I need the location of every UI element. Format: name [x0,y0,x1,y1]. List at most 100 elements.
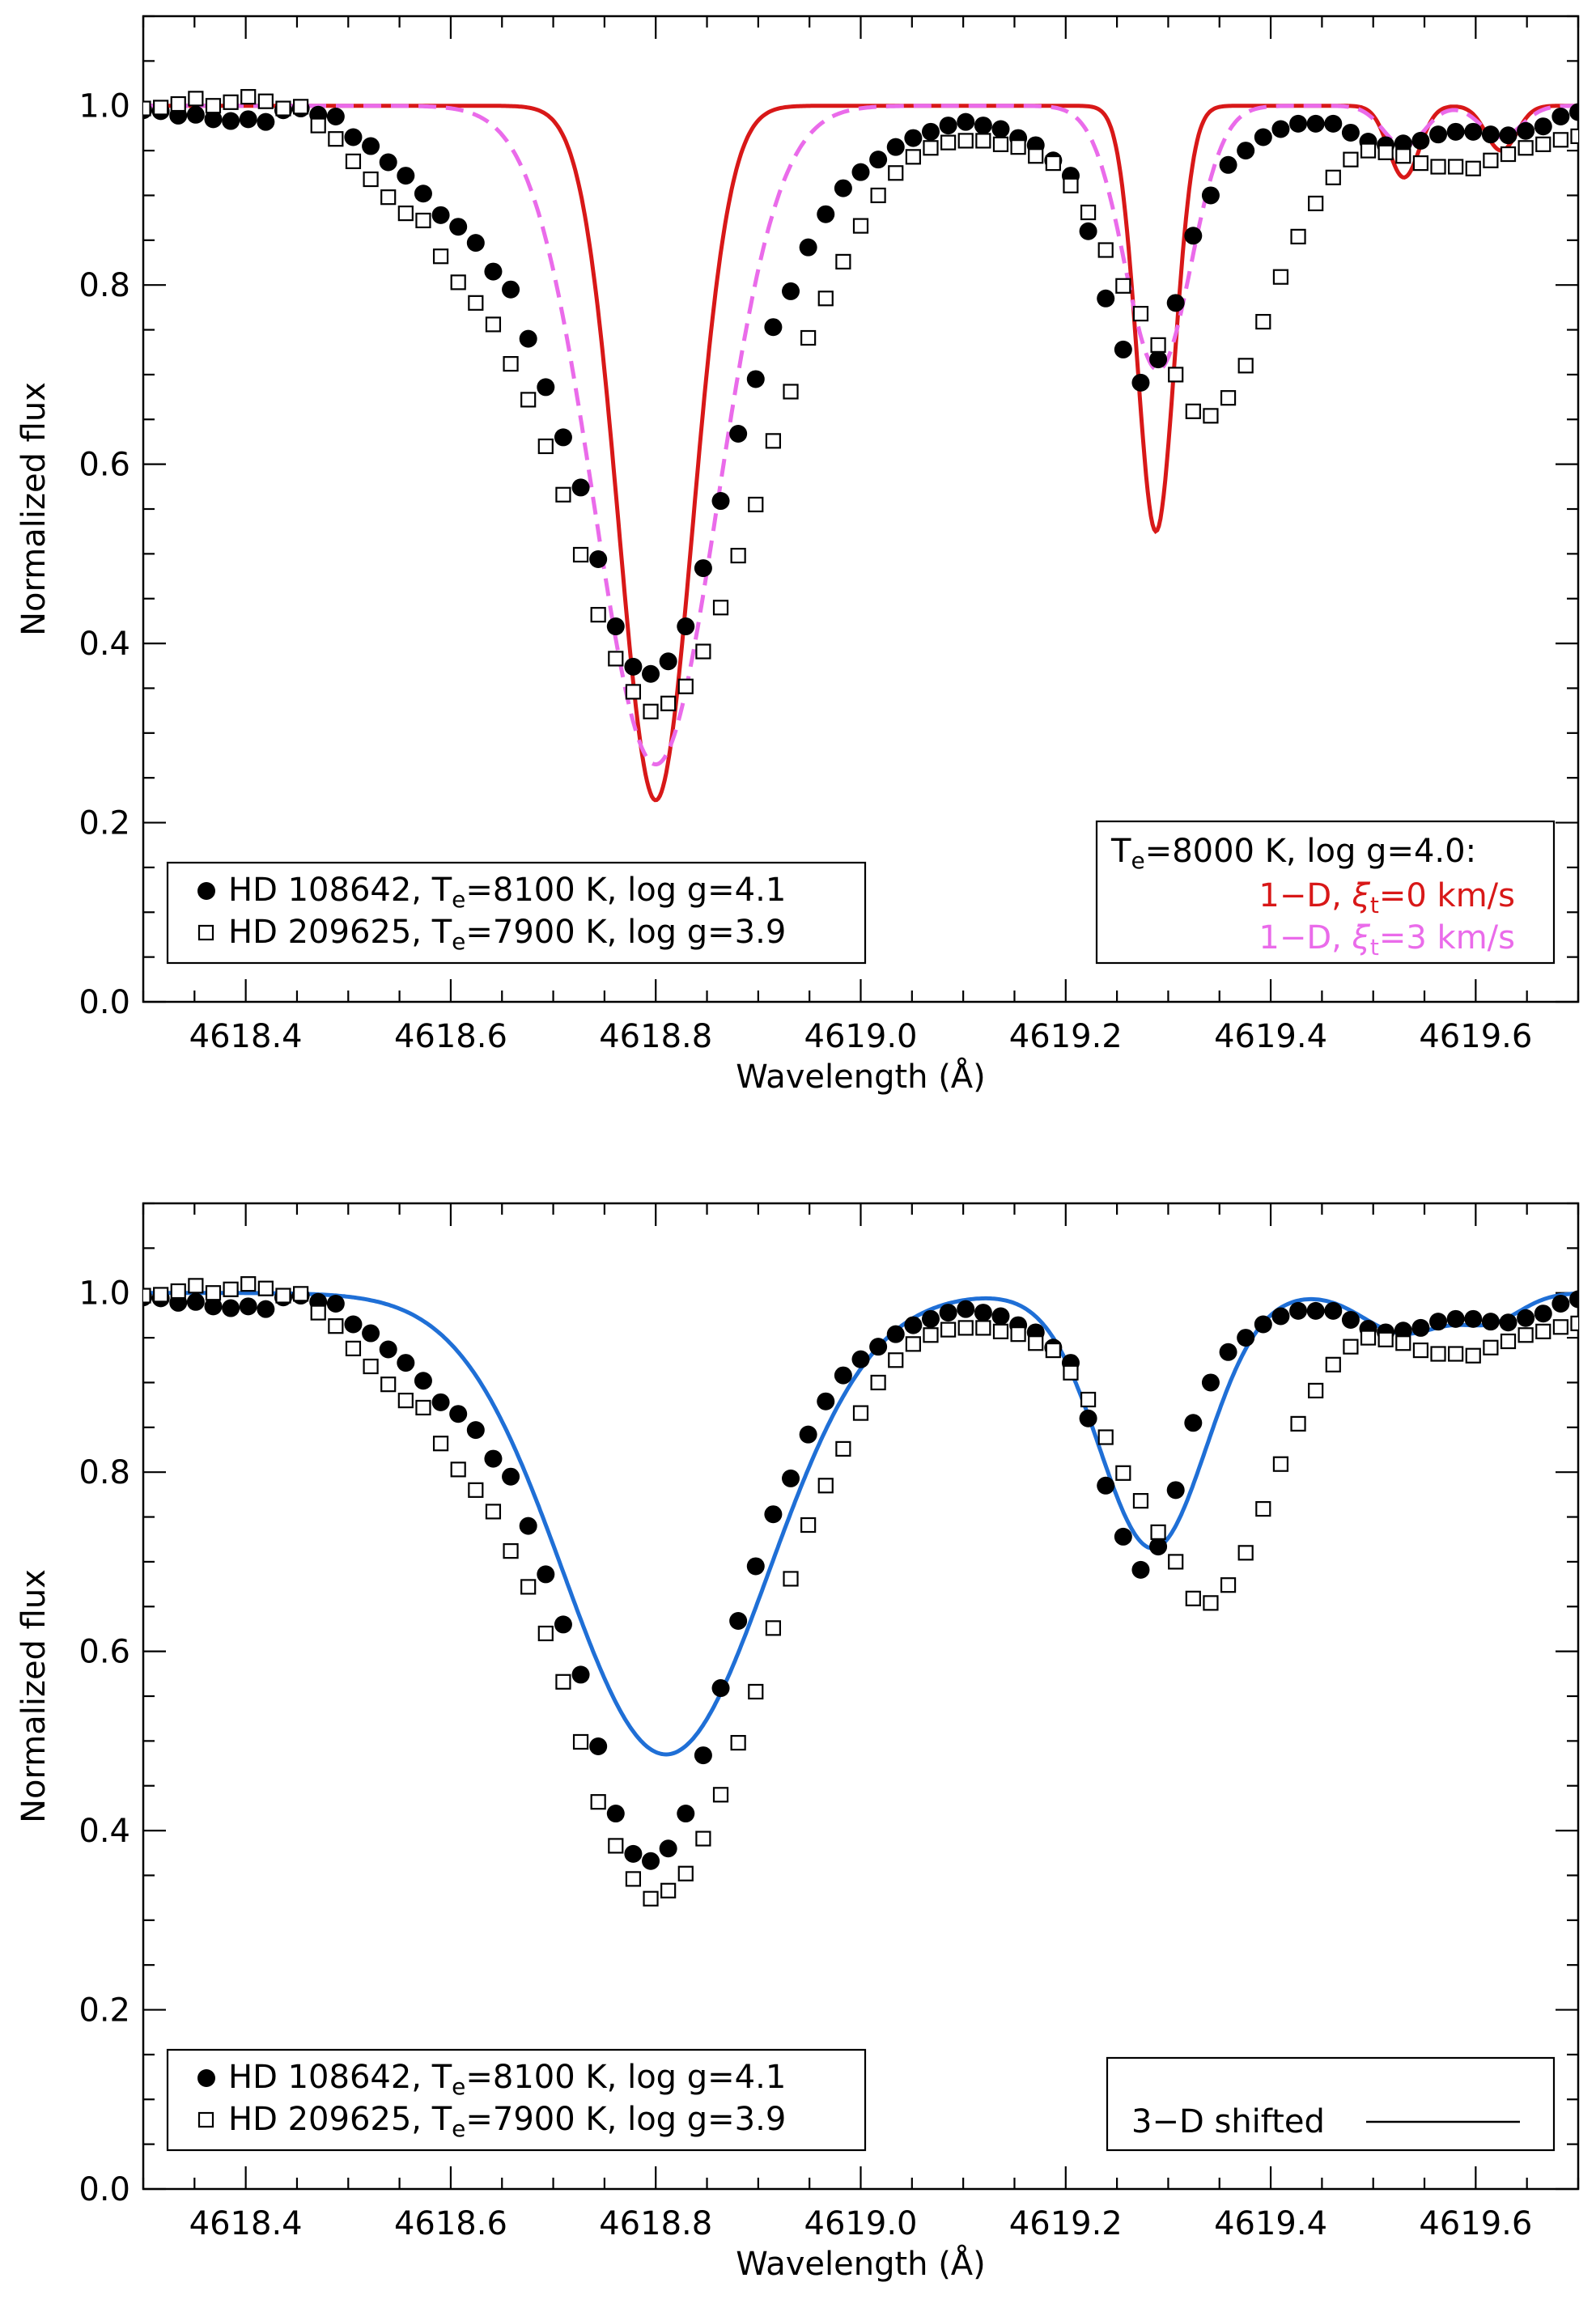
data-point-hd108642 [1341,1310,1360,1329]
data-point-hd209625 [363,171,379,188]
y-tick-label: 1.0 [79,1275,130,1313]
data-point-hd209625 [1115,278,1131,294]
data-point-hd108642 [606,617,625,636]
data-point-hd108642 [1184,1414,1203,1432]
model-legend-box [1106,2056,1556,2152]
data-point-hd209625 [1343,1338,1359,1355]
star-legend-entry: HD 108642, Te=8100 K, log g=4.1 [228,872,786,913]
data-point-hd209625 [1115,1465,1131,1481]
data-point-hd209625 [143,1288,151,1304]
data-point-hd108642 [677,617,695,636]
data-point-hd108642 [326,108,345,126]
data-point-hd108642 [1289,1301,1308,1320]
model-legend-entry: 1−D, ξt=3 km/s [1259,919,1515,961]
data-point-hd209625 [485,1504,502,1520]
data-point-hd209625 [468,295,484,311]
plot-area [143,89,1578,803]
data-point-hd209625 [345,153,362,169]
x-tick-label: 4619.4 [1214,2205,1327,2242]
data-point-hd209625 [1483,152,1499,168]
data-point-hd108642 [729,424,748,443]
data-point-hd108642 [817,1392,835,1411]
data-point-hd209625 [1483,1339,1499,1355]
model-line-1-d-t-0-km-s [143,104,1578,803]
data-point-hd108642 [1551,1295,1570,1313]
data-point-hd209625 [835,1440,851,1457]
data-point-hd209625 [625,684,642,700]
data-point-hd209625 [397,206,414,222]
data-point-hd108642 [1149,350,1168,369]
data-point-hd108642 [886,1325,905,1343]
data-point-hd108642 [851,1350,870,1368]
data-point-hd108642 [659,1839,677,1858]
x-tick-label: 4618.6 [394,1018,507,1055]
data-point-hd209625 [1132,306,1149,322]
star-legend-box [166,2048,867,2152]
data-point-hd108642 [677,1805,695,1823]
data-point-hd108642 [1219,1343,1237,1361]
data-point-hd108642 [1481,1313,1500,1331]
data-point-hd209625 [328,131,344,147]
data-point-hd209625 [888,165,904,181]
data-point-hd209625 [1203,408,1219,424]
data-point-hd209625 [153,1287,169,1303]
data-point-hd108642 [974,1304,992,1322]
data-point-hd108642 [1569,103,1578,121]
data-point-hd209625 [1255,1500,1271,1517]
data-point-hd209625 [1290,228,1306,244]
y-tick-label: 0.0 [79,984,130,1021]
data-point-hd209625 [712,1787,729,1803]
data-point-hd209625 [432,248,449,265]
data-point-hd108642 [1394,134,1412,153]
data-point-hd209625 [1448,1346,1464,1362]
data-point-hd108642 [1149,1538,1168,1556]
x-tick-label: 4618.8 [599,1018,712,1055]
data-point-hd108642 [1534,1304,1552,1323]
y-axis-ticks [143,1202,1578,2191]
data-point-hd209625 [590,1794,606,1810]
data-point-hd108642 [204,1297,223,1316]
star-legend-box [166,861,867,965]
data-point-hd108642 [222,1299,240,1317]
data-point-hd209625 [1343,151,1359,168]
data-point-hd108642 [537,1565,555,1584]
x-axis-label: Wavelength (Å) [736,1057,986,1096]
data-point-hd209625 [1045,155,1061,172]
x-tick-label: 4619.2 [1009,1018,1123,1055]
data-point-hd209625 [555,486,571,503]
x-tick-label: 4619.2 [1009,2205,1123,2242]
data-point-hd209625 [1080,1391,1097,1408]
data-point-hd209625 [730,547,746,564]
data-point-hd108642 [1254,1315,1272,1334]
data-point-hd209625 [888,1352,904,1368]
data-point-hd209625 [1272,269,1289,285]
data-point-hd108642 [186,1292,205,1311]
data-point-hd108642 [519,329,537,348]
data-point-hd209625 [1325,1356,1341,1372]
data-point-hd209625 [275,100,291,117]
model-legend: 3−D shifted [1106,2056,1556,2152]
data-point-hd209625 [1220,1577,1237,1593]
x-axis-label: Wavelength (Å) [736,2244,986,2283]
data-point-hd209625 [555,1674,571,1690]
x-tick-label: 4618.4 [189,2205,303,2242]
data-point-hd108642 [904,1316,923,1334]
data-point-hd209625 [1377,1331,1394,1347]
y-tick-label: 0.6 [79,447,130,484]
data-point-hd108642 [729,1611,748,1630]
data-point-hd209625 [1010,139,1026,155]
data-point-hd108642 [834,179,852,197]
data-point-hd108642 [239,110,257,129]
data-point-hd108642 [1201,1373,1220,1392]
y-tick-label: 0.4 [79,626,130,663]
data-point-hd108642 [746,1557,765,1576]
data-point-hd209625 [677,1865,694,1881]
data-point-hd209625 [1517,1327,1534,1343]
data-point-hd209625 [643,703,659,719]
data-point-hd209625 [923,140,939,156]
data-point-hd209625 [677,678,694,694]
data-point-hd108642 [1324,1301,1343,1320]
data-point-hd209625 [363,1358,379,1375]
data-point-hd209625 [748,496,764,513]
